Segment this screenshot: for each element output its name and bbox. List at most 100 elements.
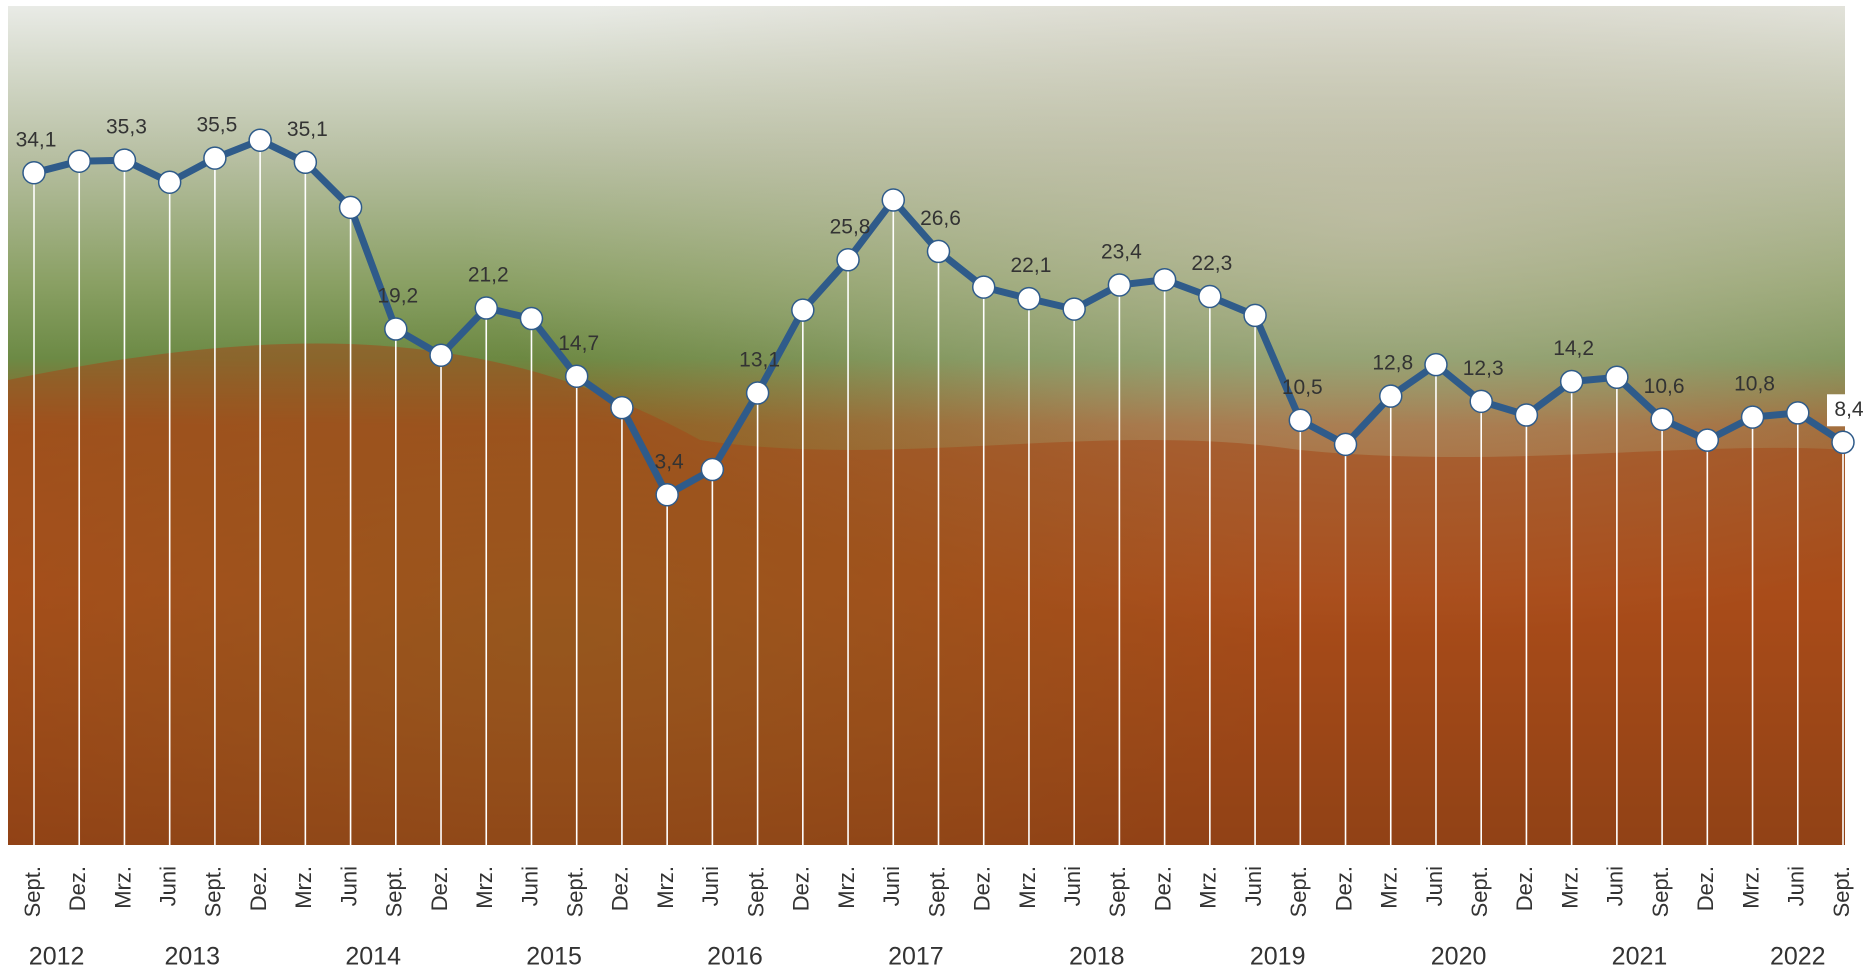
x-tick-label: Sept. bbox=[1286, 866, 1311, 917]
x-tick-label: Sept. bbox=[20, 866, 45, 917]
x-tick-label: Dez. bbox=[970, 866, 995, 911]
data-point bbox=[745, 381, 770, 405]
value-label: 12,3 bbox=[1463, 357, 1504, 380]
x-tick-label: Sept. bbox=[563, 866, 588, 917]
data-point bbox=[610, 395, 634, 420]
x-tick-label: Dez. bbox=[1512, 866, 1537, 911]
plot: 34,1 35,3 35,5 35,1 19,2 21,2 14,7 3,4 13,1 25,8 2… bbox=[16, 114, 1871, 969]
x-tick-label: Mrz. bbox=[472, 866, 497, 909]
value-label: 22,3 bbox=[1191, 252, 1232, 275]
value-label: 14,7 bbox=[558, 332, 599, 355]
value-label: 13,1 bbox=[739, 349, 780, 372]
value-label: 21,2 bbox=[468, 264, 509, 287]
x-tick-label: Dez. bbox=[1693, 866, 1718, 911]
x-tick-label: Dez. bbox=[1150, 866, 1175, 911]
data-point bbox=[1333, 432, 1358, 457]
data-point bbox=[971, 275, 996, 299]
x-tick-label: Sept. bbox=[1467, 866, 1492, 917]
year-label: 2019 bbox=[1250, 943, 1306, 969]
data-point bbox=[1514, 403, 1539, 427]
data-point bbox=[1017, 286, 1041, 311]
year-label: 2017 bbox=[888, 943, 944, 969]
x-tick-label: Juni bbox=[1060, 866, 1085, 906]
x-tick-label: Juni bbox=[336, 866, 361, 906]
data-point bbox=[1650, 407, 1674, 431]
background-forest bbox=[8, 343, 1845, 845]
data-point bbox=[1107, 273, 1132, 297]
x-tick-label: Juni bbox=[1422, 866, 1447, 906]
year-label: 2012 bbox=[29, 943, 85, 969]
year-label: 2014 bbox=[345, 943, 401, 969]
data-point bbox=[157, 170, 182, 194]
data-point bbox=[700, 457, 725, 482]
data-point bbox=[564, 364, 589, 388]
data-point bbox=[1740, 405, 1765, 429]
x-tick-label: Mrz. bbox=[291, 866, 316, 909]
value-label: 3,4 bbox=[655, 450, 685, 473]
x-tick-label: Juni bbox=[155, 866, 180, 906]
value-label: 8,4 bbox=[1834, 398, 1864, 421]
value-label: 34,1 bbox=[16, 128, 57, 151]
value-label: 35,3 bbox=[106, 116, 147, 139]
x-tick-label: Sept. bbox=[1105, 866, 1130, 917]
x-tick-label: Juni bbox=[698, 866, 723, 906]
x-tick-label: Dez. bbox=[65, 866, 90, 911]
data-point bbox=[67, 149, 91, 173]
x-tick-label: Juni bbox=[1241, 866, 1266, 906]
data-point bbox=[926, 239, 951, 264]
value-label: 23,4 bbox=[1101, 241, 1142, 264]
data-point bbox=[203, 146, 227, 170]
value-label: 35,1 bbox=[287, 118, 328, 141]
value-label: 25,8 bbox=[830, 215, 871, 238]
value-label: 10,8 bbox=[1734, 373, 1775, 396]
year-label: 2018 bbox=[1069, 943, 1125, 969]
year-label: 2020 bbox=[1431, 943, 1487, 969]
data-point bbox=[1786, 401, 1810, 425]
data-point bbox=[1469, 389, 1493, 414]
data-point bbox=[836, 248, 860, 272]
value-label: 35,5 bbox=[196, 114, 237, 137]
data-point bbox=[1424, 352, 1448, 377]
data-point bbox=[519, 306, 544, 331]
value-label: 19,2 bbox=[377, 285, 418, 308]
data-point bbox=[429, 343, 453, 367]
x-tick-label: Mrz. bbox=[834, 866, 859, 909]
data-point bbox=[338, 195, 363, 220]
value-label: 14,2 bbox=[1553, 337, 1594, 360]
data-point bbox=[791, 298, 815, 322]
data-point bbox=[1695, 428, 1720, 452]
x-tick-label: Dez. bbox=[789, 866, 814, 911]
x-tick-label: Sept. bbox=[743, 866, 768, 917]
data-point bbox=[655, 482, 679, 507]
x-tick-label: Sept. bbox=[924, 866, 949, 917]
x-tick-label: Mrz. bbox=[1377, 866, 1402, 909]
data-point bbox=[1198, 284, 1222, 309]
data-point bbox=[112, 148, 137, 172]
x-tick-label: Mrz. bbox=[1738, 866, 1763, 909]
data-point bbox=[1605, 365, 1629, 390]
x-tick-label: Dez. bbox=[427, 866, 452, 911]
data-point bbox=[1062, 297, 1086, 321]
x-tick-label: Dez. bbox=[246, 866, 271, 911]
data-point bbox=[248, 128, 272, 152]
data-point bbox=[1379, 384, 1403, 408]
data-point bbox=[1288, 408, 1313, 433]
x-tick-label: Sept. bbox=[1829, 866, 1854, 917]
data-point bbox=[22, 161, 46, 185]
x-tick-label: Mrz. bbox=[1196, 866, 1221, 909]
year-label: 2022 bbox=[1770, 943, 1826, 969]
x-tick-label: Juni bbox=[1784, 866, 1809, 906]
value-label: 10,5 bbox=[1282, 376, 1323, 399]
data-point bbox=[293, 150, 318, 175]
value-label: 22,1 bbox=[1011, 254, 1052, 277]
value-label: 10,6 bbox=[1644, 375, 1685, 398]
value-label: 26,6 bbox=[920, 207, 961, 230]
x-tick-label: Dez. bbox=[608, 866, 633, 911]
x-tick-label: Juni bbox=[1603, 866, 1628, 906]
data-point bbox=[1243, 303, 1267, 328]
x-tick-label: Mrz. bbox=[1015, 866, 1040, 909]
value-label: 12,8 bbox=[1372, 352, 1413, 375]
data-point bbox=[881, 188, 906, 212]
x-tick-label: Mrz. bbox=[653, 866, 678, 909]
